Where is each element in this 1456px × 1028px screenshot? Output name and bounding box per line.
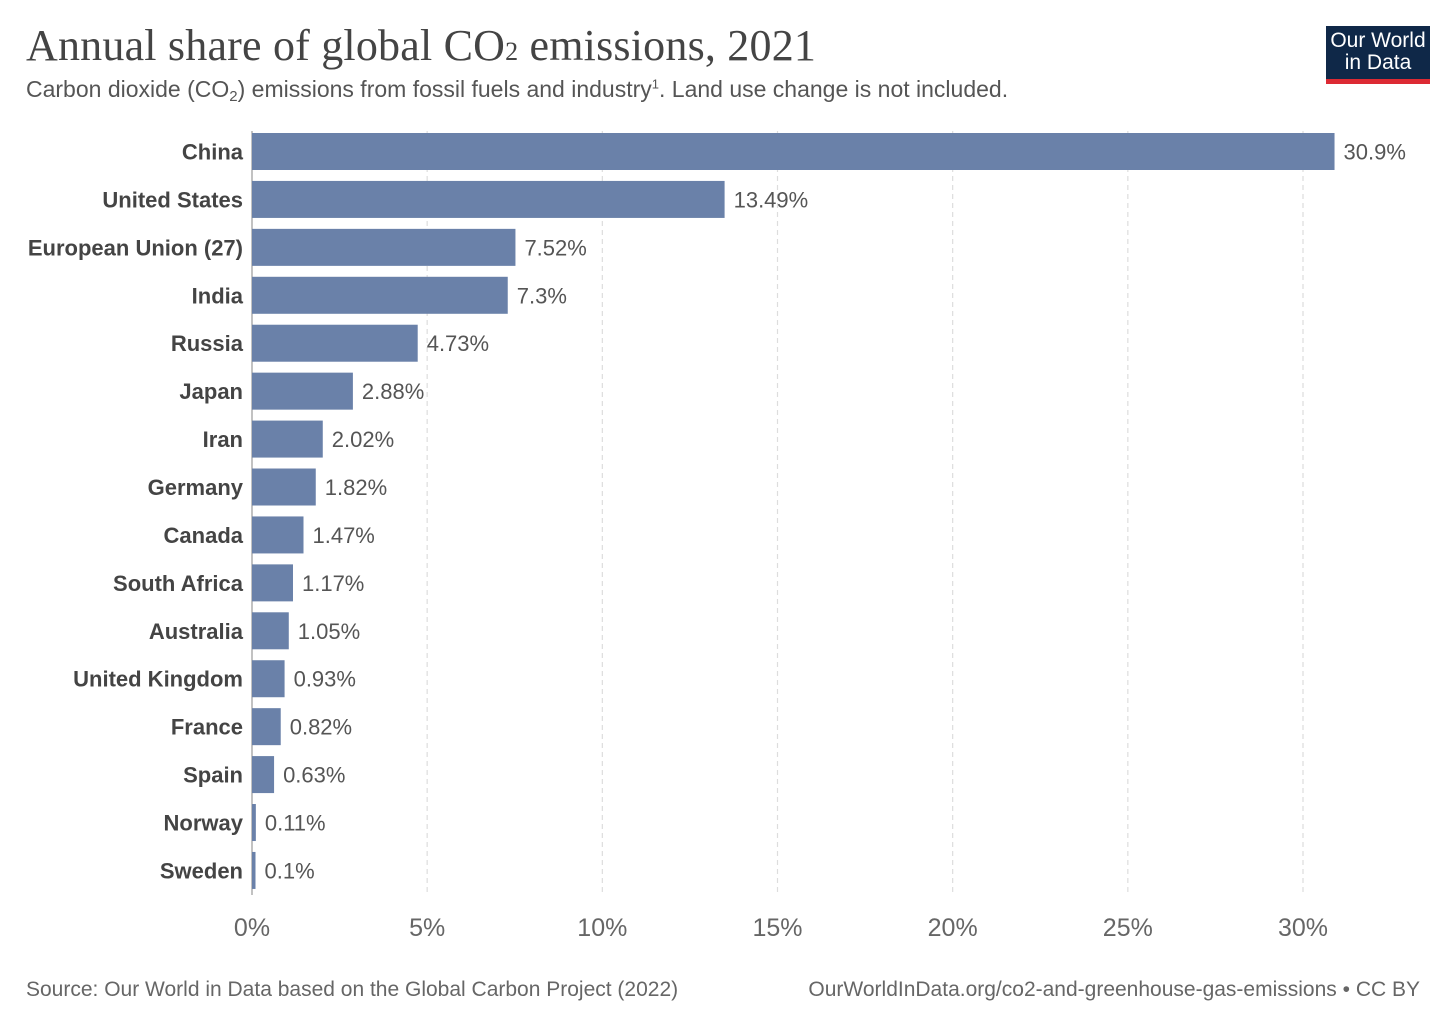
bar[interactable] xyxy=(252,612,289,650)
x-tick-label: 25% xyxy=(1103,914,1153,942)
footer-separator: • xyxy=(1336,978,1356,1001)
subtitle-part-a: Carbon dioxide (CO xyxy=(26,76,230,102)
subtitle-footnote-marker[interactable]: 1 xyxy=(651,76,659,92)
x-tick-label: 20% xyxy=(928,914,978,942)
value-label: 2.88% xyxy=(362,379,424,404)
category-label: Sweden xyxy=(160,858,243,883)
bar[interactable] xyxy=(252,324,418,362)
value-label: 13.49% xyxy=(734,187,809,212)
category-label: Australia xyxy=(149,619,244,644)
source-note: Source: Our World in Data based on the G… xyxy=(26,978,679,1001)
bar[interactable] xyxy=(252,372,353,410)
x-axis-ticks: 0% 5% 10% 15% 20% 25% 30% xyxy=(234,914,1328,942)
bar[interactable] xyxy=(252,468,316,506)
value-label: 1.82% xyxy=(325,475,387,500)
category-label: Norway xyxy=(164,811,244,836)
category-label: Germany xyxy=(148,475,244,500)
value-label: 1.17% xyxy=(302,571,364,596)
value-label: 7.3% xyxy=(517,283,567,308)
subtitle-part-c: . Land use change is not included. xyxy=(659,76,1009,102)
footer-links: OurWorldInData.org/co2-and-greenhouse-ga… xyxy=(808,978,1420,1002)
x-tick-label: 15% xyxy=(752,914,802,942)
value-labels: 30.9% 13.49% 7.52% 7.3% 4.73%2.88% 2.02% 1.82%… xyxy=(265,140,1406,884)
value-label: 1.05% xyxy=(298,619,360,644)
bar[interactable] xyxy=(252,660,285,698)
category-label: India xyxy=(192,283,244,308)
title-text-end: emissions, 2021 xyxy=(518,21,817,70)
category-label: Iran xyxy=(203,427,243,452)
bar[interactable] xyxy=(252,516,304,554)
category-label: Canada xyxy=(164,523,244,548)
category-label: United States xyxy=(102,187,243,212)
category-label: United Kingdom xyxy=(73,667,243,692)
bar[interactable] xyxy=(252,276,508,314)
x-tick-label: 30% xyxy=(1278,914,1328,942)
value-label: 1.47% xyxy=(312,523,374,548)
category-label: European Union (27) xyxy=(28,235,243,260)
subtitle-subscript: 2 xyxy=(229,88,238,105)
category-label: China xyxy=(182,140,244,165)
category-label: Japan xyxy=(179,379,243,404)
subtitle-part-b: ) emissions from fossil fuels and indust… xyxy=(237,76,652,102)
x-tick-label: 10% xyxy=(577,914,627,942)
owid-logo[interactable]: Our World in Data xyxy=(1326,26,1430,84)
source-link[interactable]: OurWorldInData.org/co2-and-greenhouse-ga… xyxy=(808,978,1337,1001)
category-label: Russia xyxy=(171,331,244,356)
value-label: 7.52% xyxy=(524,235,586,260)
category-labels: China United States European Union (27) Ind… xyxy=(28,140,244,884)
title-text: Annual share of global CO xyxy=(26,21,506,70)
license-link[interactable]: CC BY xyxy=(1355,978,1420,1001)
bar[interactable] xyxy=(252,133,1335,170)
value-label: 2.02% xyxy=(332,427,394,452)
value-label: 30.9% xyxy=(1344,140,1406,165)
value-label: 0.1% xyxy=(265,858,315,883)
bar[interactable] xyxy=(252,851,256,889)
category-label: France xyxy=(171,715,243,740)
value-label: 0.82% xyxy=(290,715,352,740)
value-label: 0.93% xyxy=(294,667,356,692)
bar[interactable] xyxy=(252,180,725,218)
title-subscript: 2 xyxy=(505,37,519,66)
bar[interactable] xyxy=(252,756,275,794)
value-label: 4.73% xyxy=(427,331,489,356)
value-label: 0.11% xyxy=(265,811,326,836)
logo-line-2: in Data xyxy=(1344,51,1412,74)
bar[interactable] xyxy=(252,420,323,458)
x-tick-label: 5% xyxy=(409,914,445,942)
value-label: 0.63% xyxy=(283,763,345,788)
bars xyxy=(252,133,1335,889)
chart-title: Annual share of global CO2 emissions, 20… xyxy=(26,20,816,71)
bar[interactable] xyxy=(252,708,281,746)
bar[interactable] xyxy=(252,564,293,602)
chart-subtitle: Carbon dioxide (CO2) emissions from foss… xyxy=(26,76,1009,105)
x-tick-label: 0% xyxy=(234,914,270,942)
bar[interactable] xyxy=(252,804,256,842)
category-label: Spain xyxy=(183,763,243,788)
category-label: South Africa xyxy=(113,571,244,596)
logo-line-1: Our World xyxy=(1330,29,1426,52)
bar[interactable] xyxy=(252,228,516,266)
